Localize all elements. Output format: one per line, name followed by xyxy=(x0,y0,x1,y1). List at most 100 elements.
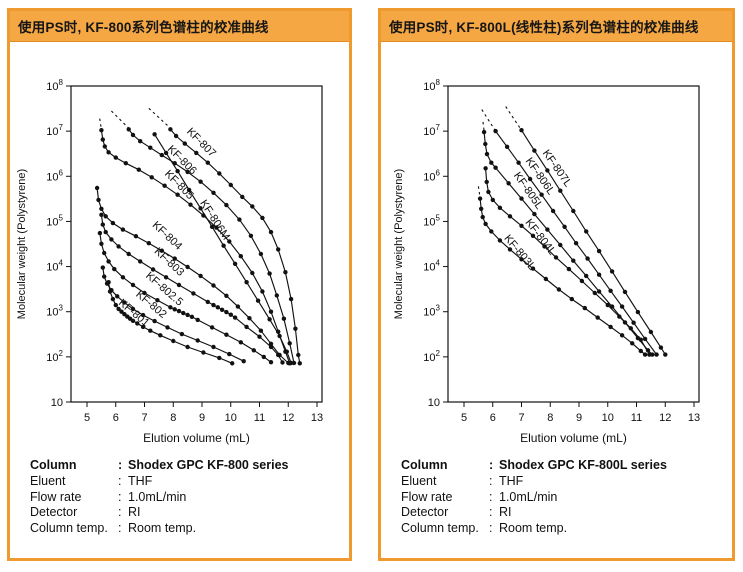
data-point xyxy=(172,307,177,312)
y-tick-label: 105 xyxy=(423,213,440,228)
data-point xyxy=(584,273,589,279)
y-axis-title: Molecular weight (Polystyrene) xyxy=(393,169,405,319)
data-point xyxy=(609,304,615,309)
data-point xyxy=(596,248,602,254)
y-tick-label: 107 xyxy=(46,123,63,138)
exclusion-limit-dash xyxy=(111,110,129,128)
condition-row: Column temp.: Room temp. xyxy=(30,521,349,537)
data-point xyxy=(582,305,587,311)
condition-label: Column temp. xyxy=(401,521,479,536)
data-point xyxy=(224,309,229,315)
data-point xyxy=(268,309,274,314)
data-point xyxy=(638,348,643,354)
data-point xyxy=(195,338,200,343)
data-point xyxy=(504,144,510,149)
data-point xyxy=(238,340,243,345)
data-point xyxy=(217,355,222,361)
data-point xyxy=(112,266,117,272)
data-point xyxy=(227,239,232,244)
x-tick-label: 10 xyxy=(602,412,614,424)
data-point xyxy=(553,255,559,260)
y-tick-label: 103 xyxy=(46,304,63,319)
data-point xyxy=(247,316,252,321)
data-point xyxy=(158,333,163,338)
data-point xyxy=(130,306,136,312)
data-point xyxy=(163,150,169,156)
data-point xyxy=(99,212,104,217)
data-point xyxy=(138,259,143,264)
x-tick-label: 7 xyxy=(518,412,524,424)
data-point xyxy=(198,179,203,184)
data-point xyxy=(106,259,111,264)
panel-kf800l-series: 使用PS时, KF-800L(线性柱)系列色谱柱的校准曲线 108 107 106 1… xyxy=(378,8,735,561)
series-label: KF-804 xyxy=(150,219,185,252)
data-point xyxy=(288,296,294,302)
data-point xyxy=(258,251,264,257)
data-point xyxy=(198,273,203,279)
data-point xyxy=(142,290,147,296)
data-point xyxy=(130,282,136,288)
data-point xyxy=(106,150,111,155)
y-tick-label: 102 xyxy=(423,349,440,364)
data-point xyxy=(519,223,524,228)
data-point xyxy=(171,338,176,344)
data-point xyxy=(135,321,140,326)
condition-colon: : xyxy=(118,521,122,536)
data-point xyxy=(258,328,264,333)
data-point xyxy=(109,237,114,242)
x-tick-label: 6 xyxy=(113,412,119,424)
data-point xyxy=(519,257,524,262)
data-point xyxy=(205,160,210,165)
data-point xyxy=(100,222,106,227)
data-point xyxy=(608,288,613,293)
data-point xyxy=(260,289,265,294)
data-point xyxy=(654,352,659,357)
plot-frame xyxy=(447,85,700,403)
data-point xyxy=(267,271,272,276)
data-point xyxy=(293,326,298,331)
data-point xyxy=(493,128,498,134)
condition-value: 1.0mL/min xyxy=(499,489,558,504)
y-tick-label: 10 xyxy=(51,397,63,409)
data-point xyxy=(650,352,655,357)
exclusion-limit-dash xyxy=(482,121,485,132)
exclusion-limit-dash xyxy=(148,107,171,129)
data-point xyxy=(497,205,503,210)
data-point xyxy=(104,281,110,286)
data-point xyxy=(211,302,216,308)
y-tick-label: 10 xyxy=(428,397,440,409)
data-point xyxy=(532,211,537,217)
data-point xyxy=(283,349,288,354)
data-point xyxy=(130,318,136,323)
data-point xyxy=(176,282,182,288)
data-point xyxy=(658,345,664,350)
data-point xyxy=(250,204,255,209)
data-point xyxy=(214,225,219,230)
data-point xyxy=(244,280,249,285)
data-point xyxy=(608,324,613,330)
data-point xyxy=(228,312,233,317)
data-point xyxy=(480,214,485,220)
data-point xyxy=(120,227,126,232)
data-point xyxy=(628,326,633,331)
data-point xyxy=(211,283,216,288)
data-point xyxy=(211,344,216,350)
data-point xyxy=(489,160,494,165)
data-point xyxy=(162,183,167,188)
data-point xyxy=(122,312,127,317)
data-point xyxy=(148,328,153,333)
data-point xyxy=(119,309,124,314)
data-point xyxy=(241,359,246,364)
data-point xyxy=(189,314,195,319)
condition-row: Flow rate:1.0mL/min xyxy=(401,490,732,506)
condition-colon: : xyxy=(118,473,122,488)
data-point xyxy=(224,332,229,337)
data-point xyxy=(228,182,233,188)
data-point xyxy=(479,206,484,211)
data-point xyxy=(185,312,190,318)
curve-KF-804L xyxy=(485,168,650,355)
condition-row: Column temp.: Room temp. xyxy=(401,521,732,537)
